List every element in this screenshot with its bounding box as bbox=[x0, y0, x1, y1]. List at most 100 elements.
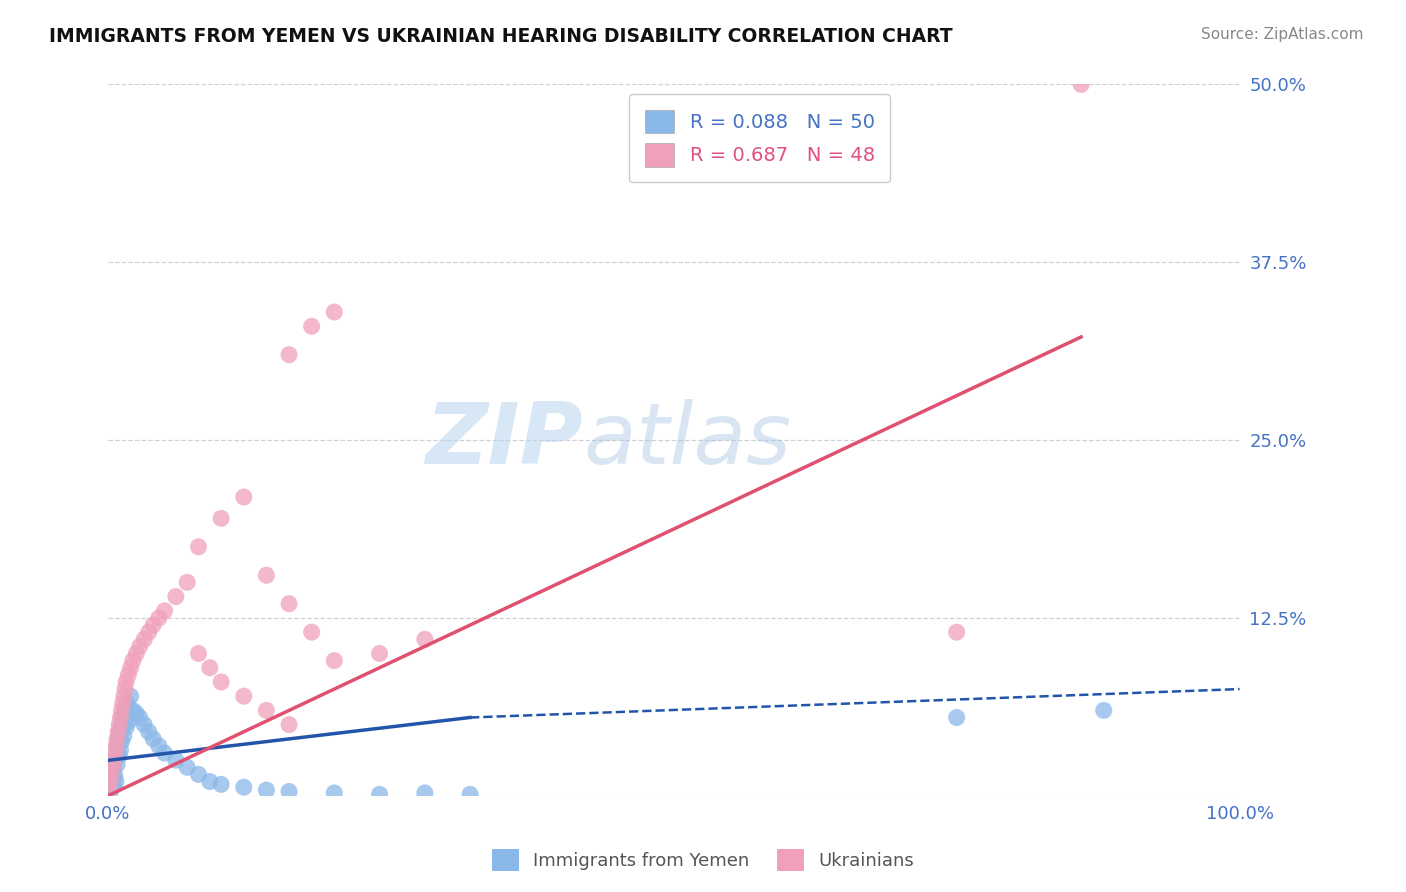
Point bbox=[138, 625, 160, 640]
Point bbox=[108, 717, 131, 731]
Point bbox=[125, 706, 148, 721]
Point bbox=[100, 777, 122, 791]
Point bbox=[232, 490, 254, 504]
Point bbox=[368, 647, 391, 661]
Point bbox=[134, 632, 156, 647]
Point bbox=[107, 731, 129, 746]
Text: ZIP: ZIP bbox=[426, 399, 583, 482]
Point bbox=[198, 774, 221, 789]
Text: IMMIGRANTS FROM YEMEN VS UKRAINIAN HEARING DISABILITY CORRELATION CHART: IMMIGRANTS FROM YEMEN VS UKRAINIAN HEARI… bbox=[49, 27, 953, 45]
Point bbox=[323, 786, 346, 800]
Point bbox=[100, 767, 122, 781]
Point bbox=[122, 703, 145, 717]
Point bbox=[114, 681, 136, 696]
Point bbox=[1070, 78, 1092, 92]
Point bbox=[142, 618, 165, 632]
Point bbox=[209, 675, 232, 690]
Point bbox=[108, 724, 131, 739]
Point bbox=[142, 731, 165, 746]
Point bbox=[254, 568, 277, 582]
Point bbox=[153, 604, 176, 618]
Point bbox=[103, 763, 125, 777]
Point bbox=[209, 511, 232, 525]
Point bbox=[278, 717, 301, 731]
Point bbox=[112, 729, 135, 743]
Point bbox=[254, 783, 277, 797]
Point bbox=[278, 597, 301, 611]
Point bbox=[98, 774, 121, 789]
Point bbox=[110, 734, 132, 748]
Point bbox=[128, 640, 150, 654]
Point bbox=[148, 611, 170, 625]
Point bbox=[122, 654, 145, 668]
Point bbox=[105, 757, 128, 772]
Point bbox=[458, 788, 481, 802]
Legend: R = 0.088   N = 50, R = 0.687   N = 48: R = 0.088 N = 50, R = 0.687 N = 48 bbox=[630, 95, 890, 183]
Point bbox=[98, 781, 121, 796]
Point bbox=[98, 781, 121, 796]
Point bbox=[232, 780, 254, 795]
Point bbox=[101, 772, 124, 786]
Point bbox=[103, 779, 125, 793]
Point bbox=[148, 739, 170, 753]
Point bbox=[110, 743, 132, 757]
Point bbox=[134, 717, 156, 731]
Point bbox=[187, 767, 209, 781]
Point bbox=[110, 717, 132, 731]
Point bbox=[187, 647, 209, 661]
Point bbox=[323, 305, 346, 319]
Point bbox=[117, 714, 139, 729]
Point bbox=[103, 753, 125, 767]
Point bbox=[1092, 703, 1115, 717]
Point bbox=[98, 774, 121, 789]
Legend: Immigrants from Yemen, Ukrainians: Immigrants from Yemen, Ukrainians bbox=[485, 842, 921, 879]
Point bbox=[114, 703, 136, 717]
Point bbox=[232, 689, 254, 703]
Point bbox=[98, 784, 121, 798]
Point bbox=[165, 590, 187, 604]
Point bbox=[198, 661, 221, 675]
Point bbox=[413, 786, 436, 800]
Point bbox=[115, 696, 138, 710]
Point bbox=[104, 774, 127, 789]
Point bbox=[165, 753, 187, 767]
Point bbox=[107, 724, 129, 739]
Point bbox=[323, 654, 346, 668]
Text: Source: ZipAtlas.com: Source: ZipAtlas.com bbox=[1201, 27, 1364, 42]
Point bbox=[115, 675, 138, 690]
Point bbox=[101, 760, 124, 774]
Point bbox=[112, 689, 135, 703]
Point bbox=[108, 748, 131, 763]
Point bbox=[176, 760, 198, 774]
Point bbox=[413, 632, 436, 647]
Point bbox=[128, 710, 150, 724]
Point bbox=[254, 703, 277, 717]
Point bbox=[105, 739, 128, 753]
Point bbox=[120, 661, 142, 675]
Point bbox=[110, 710, 132, 724]
Point bbox=[187, 540, 209, 554]
Point bbox=[104, 746, 127, 760]
Point bbox=[278, 784, 301, 798]
Point bbox=[104, 753, 127, 767]
Point bbox=[110, 703, 132, 717]
Point bbox=[945, 710, 967, 724]
Point bbox=[945, 625, 967, 640]
Point bbox=[104, 769, 127, 783]
Point bbox=[104, 746, 127, 760]
Point bbox=[101, 760, 124, 774]
Point bbox=[176, 575, 198, 590]
Point bbox=[115, 721, 138, 735]
Point bbox=[368, 788, 391, 802]
Point bbox=[209, 777, 232, 791]
Point bbox=[117, 668, 139, 682]
Point bbox=[111, 696, 134, 710]
Point bbox=[104, 739, 127, 753]
Point bbox=[278, 348, 301, 362]
Text: atlas: atlas bbox=[583, 399, 792, 482]
Point bbox=[100, 767, 122, 781]
Point bbox=[120, 689, 142, 703]
Point bbox=[301, 625, 323, 640]
Point bbox=[138, 724, 160, 739]
Point bbox=[111, 710, 134, 724]
